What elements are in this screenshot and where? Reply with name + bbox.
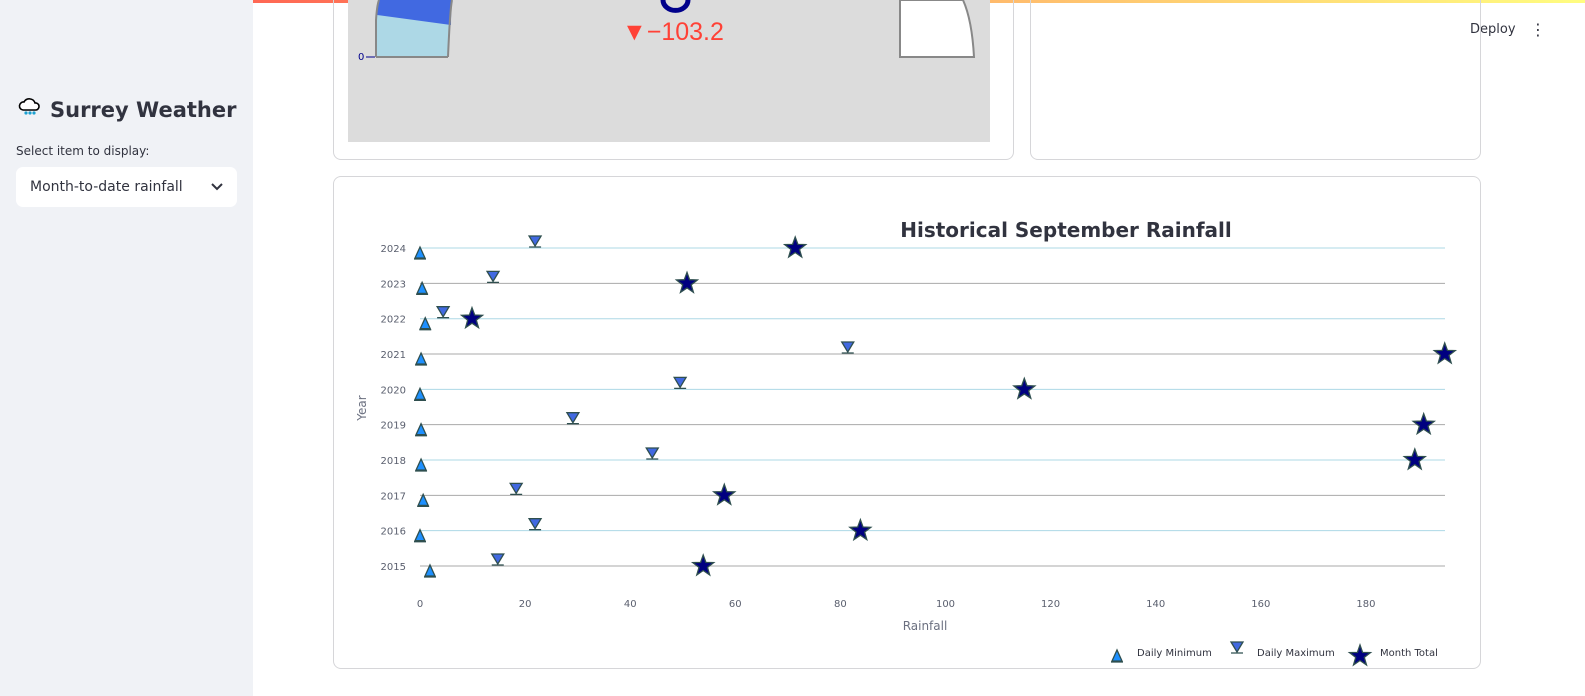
- point-daily-maximum: [527, 235, 543, 248]
- point-daily-maximum: [509, 482, 524, 495]
- y-tick-label: 2024: [381, 244, 406, 255]
- point-daily-maximum: [485, 270, 501, 284]
- point-daily-minimum: [417, 492, 430, 507]
- point-month-total: [711, 482, 737, 506]
- rain-cloud-icon: [18, 96, 42, 123]
- legend-label: Daily Maximum: [1257, 648, 1335, 659]
- point-daily-minimum: [423, 563, 436, 578]
- item-select[interactable]: Month-to-date rainfall: [16, 167, 237, 207]
- legend-marker: [1229, 641, 1245, 654]
- app-title: Surrey Weather: [18, 96, 236, 123]
- point-month-total: [459, 305, 485, 330]
- chart-card: Historical September Rainfall 2015 2016 201…: [333, 176, 1481, 669]
- point-daily-minimum: [413, 386, 427, 401]
- y-tick-label: 2017: [381, 491, 406, 502]
- gauge-delta: ▼−103.2: [622, 18, 724, 46]
- point-daily-minimum: [419, 316, 432, 331]
- legend-marker: [1347, 643, 1373, 667]
- point-daily-minimum: [415, 457, 428, 472]
- point-month-total: [848, 517, 873, 542]
- x-tick-label: 160: [1251, 599, 1270, 610]
- sidebar: Surrey Weather Select item to display: M…: [0, 0, 253, 696]
- point-month-total: [1402, 447, 1428, 471]
- more-menu-icon[interactable]: ⋮: [1530, 20, 1546, 39]
- legend-marker: [1110, 648, 1124, 663]
- x-tick-label: 0: [417, 599, 423, 610]
- point-daily-maximum: [565, 412, 581, 425]
- point-daily-minimum: [415, 422, 428, 437]
- y-tick-label: 2016: [381, 527, 406, 538]
- y-tick-label: 2020: [381, 385, 406, 396]
- x-tick-label: 120: [1041, 599, 1060, 610]
- x-tick-label: 40: [624, 599, 637, 610]
- legend-label: Month Total: [1380, 648, 1438, 659]
- point-daily-maximum: [672, 376, 688, 389]
- select-value: Month-to-date rainfall: [30, 179, 183, 195]
- y-tick-label: 2022: [381, 315, 406, 326]
- gauge-card: [333, 0, 1014, 160]
- point-daily-maximum: [490, 553, 505, 566]
- point-daily-minimum: [413, 528, 427, 543]
- point-month-total: [1012, 376, 1037, 400]
- point-month-total: [674, 270, 700, 294]
- side-card: [1030, 0, 1481, 160]
- chart-title: Historical September Rainfall: [900, 218, 1232, 242]
- point-daily-maximum: [435, 306, 451, 319]
- y-tick-label: 2021: [381, 350, 406, 361]
- x-tick-label: 80: [834, 599, 847, 610]
- deploy-button[interactable]: Deploy: [1470, 22, 1516, 37]
- select-label: Select item to display:: [16, 144, 150, 158]
- x-tick-label: 20: [519, 599, 532, 610]
- point-daily-maximum: [840, 341, 855, 354]
- gauge-chart: 0: [348, 0, 990, 142]
- legend-label: Daily Minimum: [1137, 648, 1212, 659]
- y-tick-label: 2018: [381, 456, 406, 467]
- x-axis-label: Rainfall: [903, 619, 948, 633]
- point-month-total: [782, 235, 808, 259]
- point-month-total: [1432, 341, 1458, 365]
- point-month-total: [690, 553, 716, 577]
- y-axis-label: Year: [355, 395, 369, 421]
- rainfall-scatter-chart: Historical September Rainfall20152016201…: [355, 218, 1458, 667]
- y-tick-label: 2019: [381, 421, 406, 432]
- gauge-bar: [377, 0, 452, 25]
- y-tick-label: 2023: [381, 279, 406, 290]
- point-daily-maximum: [527, 518, 543, 531]
- x-tick-label: 140: [1146, 599, 1165, 610]
- point-daily-minimum: [415, 351, 428, 366]
- x-tick-label: 180: [1356, 599, 1375, 610]
- chevron-down-icon: [211, 179, 223, 195]
- point-daily-minimum: [413, 245, 427, 260]
- gauge-zero-label: 0: [358, 52, 364, 63]
- app-title-text: Surrey Weather: [50, 97, 237, 122]
- point-daily-maximum: [645, 447, 660, 460]
- x-tick-label: 100: [936, 599, 955, 610]
- y-tick-label: 2015: [381, 562, 406, 573]
- x-tick-label: 60: [729, 599, 742, 610]
- point-daily-minimum: [416, 280, 429, 296]
- point-month-total: [1411, 411, 1437, 436]
